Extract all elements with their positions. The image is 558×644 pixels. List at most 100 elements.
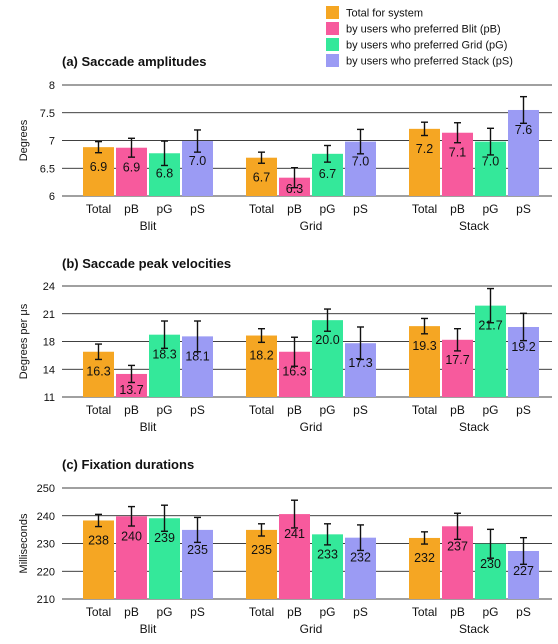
- legend-swatch: [326, 22, 339, 35]
- data-label: 7.1: [449, 146, 466, 160]
- x-tick-label: pS: [516, 605, 531, 619]
- x-tick-label: pS: [353, 202, 368, 216]
- data-label: 6.7: [319, 167, 336, 181]
- x-tick-label: Total: [412, 202, 437, 216]
- bar: [508, 109, 539, 196]
- legend-swatch: [326, 6, 339, 19]
- bar: [312, 320, 343, 397]
- x-tick-label: pS: [190, 403, 205, 417]
- group-label: Grid: [300, 219, 323, 233]
- x-tick-label: pB: [124, 605, 139, 619]
- group-label: Grid: [300, 622, 323, 636]
- data-label: 235: [187, 543, 208, 557]
- chart-title: (c) Fixation durations: [62, 457, 194, 472]
- x-tick-label: pS: [516, 403, 531, 417]
- x-tick-label: Total: [249, 605, 274, 619]
- data-label: 16.3: [86, 365, 110, 379]
- data-label: 241: [284, 527, 305, 541]
- y-axis-label: Degrees: [18, 119, 30, 161]
- panels: (a) Saccade amplitudes 6 6.5 7 7.5 8 Degrees 6.…: [18, 54, 552, 636]
- x-tick-label: pG: [319, 605, 335, 619]
- data-label: 7.6: [515, 123, 532, 137]
- chart-title: (a) Saccade amplitudes: [62, 54, 207, 69]
- data-label: 13.7: [119, 383, 143, 397]
- group-label: Stack: [459, 219, 490, 233]
- x-tick-label: Total: [412, 403, 437, 417]
- bar: [409, 326, 440, 397]
- bar: [116, 516, 147, 599]
- y-tick-label: 210: [37, 594, 55, 606]
- y-axis-label: Degrees per μs: [18, 303, 30, 379]
- data-label: 6.9: [123, 161, 140, 175]
- group-label: Blit: [140, 219, 157, 233]
- x-tick-label: pG: [156, 403, 172, 417]
- data-label: 19.3: [412, 339, 436, 353]
- bar: [246, 335, 277, 397]
- data-label: 17.3: [348, 356, 372, 370]
- y-axis-label: Milliseconds: [18, 513, 30, 573]
- chart-panel: (b) Saccade peak velocities 11 14 18 21 24 Deg…: [18, 256, 552, 434]
- group-label: Blit: [140, 420, 157, 434]
- data-label: 235: [251, 543, 272, 557]
- group-label: Stack: [459, 622, 490, 636]
- data-label: 7.0: [482, 155, 499, 169]
- chart-title: (b) Saccade peak velocities: [62, 256, 231, 271]
- data-label: 18.1: [185, 349, 209, 363]
- y-tick-label: 7.5: [40, 108, 55, 120]
- x-tick-label: Total: [86, 605, 111, 619]
- data-label: 7.2: [416, 142, 433, 156]
- data-label: 18.2: [249, 349, 273, 363]
- bar: [116, 373, 147, 397]
- legend-label: Total for system: [346, 8, 423, 20]
- data-label: 20.0: [315, 333, 339, 347]
- x-tick-label: pS: [190, 605, 205, 619]
- bar: [83, 147, 114, 196]
- bar: [246, 157, 277, 196]
- y-tick-label: 7: [49, 136, 55, 148]
- x-tick-label: pB: [287, 605, 302, 619]
- x-tick-label: pG: [482, 605, 498, 619]
- x-tick-label: pG: [482, 202, 498, 216]
- legend-swatch: [326, 38, 339, 51]
- data-label: 7.0: [352, 155, 369, 169]
- bar: [83, 520, 114, 599]
- chart-panel: (c) Fixation durations 210 220 230 240 250 Mil…: [18, 457, 552, 636]
- y-tick-label: 18: [43, 337, 55, 349]
- data-label: 6.7: [253, 171, 270, 185]
- y-tick-label: 21: [43, 309, 55, 321]
- data-label: 233: [317, 547, 338, 561]
- data-label: 6.3: [286, 182, 303, 196]
- x-tick-label: Total: [86, 403, 111, 417]
- legend: Total for system by users who preferred B…: [326, 6, 513, 68]
- legend-label: by users who preferred Stack (pS): [346, 56, 513, 68]
- data-label: 17.7: [445, 353, 469, 367]
- bar: [409, 537, 440, 599]
- y-tick-label: 240: [37, 511, 55, 523]
- data-label: 6.9: [90, 160, 107, 174]
- x-tick-label: pB: [124, 403, 139, 417]
- data-label: 227: [513, 564, 534, 578]
- y-tick-label: 6: [49, 191, 55, 203]
- x-tick-label: Total: [249, 202, 274, 216]
- legend-label: by users who preferred Blit (pB): [346, 24, 501, 36]
- group-label: Blit: [140, 622, 157, 636]
- y-tick-label: 6.5: [40, 163, 55, 175]
- bar: [246, 529, 277, 599]
- y-tick-label: 250: [37, 483, 55, 495]
- bar: [409, 128, 440, 196]
- y-tick-label: 11: [44, 392, 55, 404]
- y-tick-label: 14: [43, 364, 55, 376]
- x-tick-label: pS: [190, 202, 205, 216]
- legend-swatch: [326, 54, 339, 67]
- x-tick-label: Total: [249, 403, 274, 417]
- y-tick-label: 8: [49, 80, 55, 92]
- x-tick-label: pB: [287, 202, 302, 216]
- legend-label: by users who preferred Grid (pG): [346, 40, 507, 52]
- data-label: 232: [350, 551, 371, 565]
- x-tick-label: pG: [482, 403, 498, 417]
- x-tick-label: pG: [319, 403, 335, 417]
- x-tick-label: Total: [412, 605, 437, 619]
- group-label: Stack: [459, 420, 490, 434]
- data-label: 18.3: [152, 348, 176, 362]
